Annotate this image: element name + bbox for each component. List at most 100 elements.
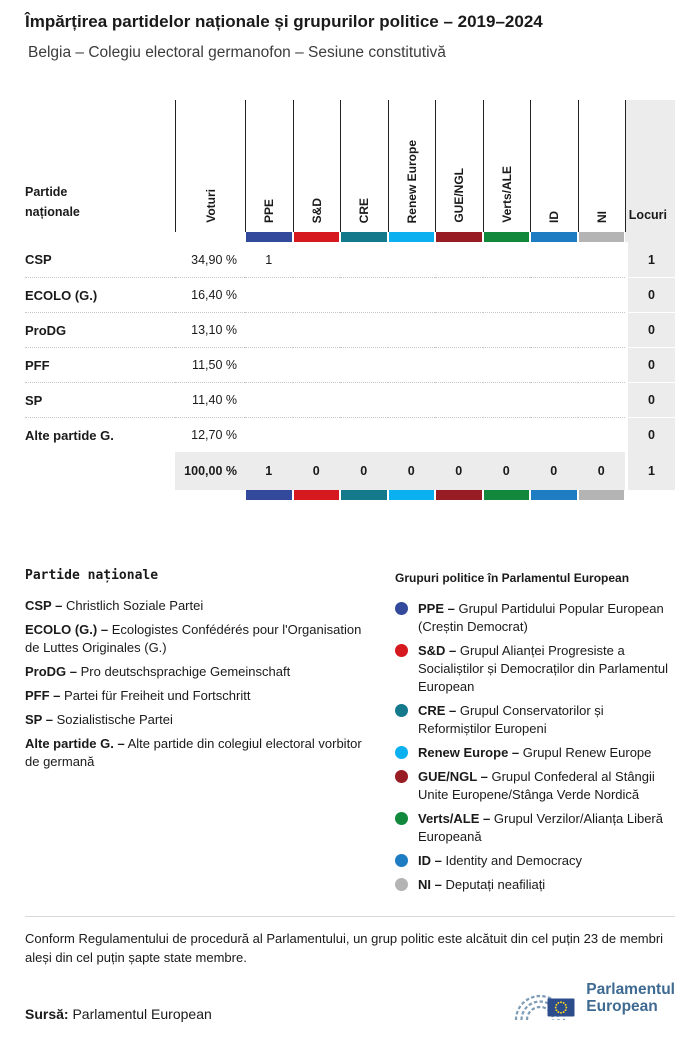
party-name: ProDG: [25, 312, 175, 347]
color-bar-cell: [340, 490, 388, 500]
empty-cell: [25, 490, 175, 500]
ep-logo-text-line2: European: [586, 998, 658, 1015]
col-header-voturi: Voturi: [175, 100, 245, 232]
color-bar-cell: [245, 490, 293, 500]
results-table: Partide naționale Voturi PPE S&D CRE Ren…: [25, 100, 675, 500]
col-header-renew-europe: Renew Europe: [387, 100, 436, 232]
group-color-dot-verts-ale: [395, 812, 408, 825]
color-bar-id: [531, 490, 577, 500]
group-color-dot-ppe: [395, 602, 408, 615]
group-color-dot-ni: [395, 878, 408, 891]
footer-divider: [25, 916, 675, 917]
col-header-cre: CRE: [340, 100, 388, 232]
group-seats-cell: [435, 242, 483, 277]
color-bar-cell: [483, 490, 531, 500]
ep-hemicycle-eu-flag-icon: [515, 994, 575, 1021]
group-seats-cell: [340, 312, 388, 347]
total-seats: 1: [625, 452, 675, 490]
col-header-id: ID: [530, 100, 578, 232]
footnote: Conform Regulamentului de procedură al P…: [25, 931, 664, 965]
group-seats-cell: [435, 347, 483, 382]
party-legend-item: SP – Sozialistische Partei: [25, 712, 173, 727]
group-seats-cell: [340, 277, 388, 312]
group-seats-cell: [292, 347, 340, 382]
group-seats-cell: [482, 382, 530, 417]
group-seats-cell: [577, 312, 625, 347]
group-seats-cell: [577, 382, 625, 417]
group-legend-item: ID – Identity and Democracy: [395, 852, 676, 870]
party-name: Alte partide G.: [25, 417, 175, 452]
group-seats-cell: [340, 417, 388, 452]
seats-cell: 0: [625, 417, 675, 452]
group-seats-cell: [530, 312, 578, 347]
group-seats-cell: [530, 417, 578, 452]
color-bar-verts-ale: [483, 490, 529, 500]
group-seats-cell: [530, 277, 578, 312]
group-legend-item: PPE – Grupul Partidului Popular European…: [395, 600, 676, 636]
group-seats-cell: [245, 312, 293, 347]
group-seats-cell: [292, 312, 340, 347]
empty-cell: [25, 232, 175, 242]
group-seats-cell: [577, 417, 625, 452]
source-line: Sursă: Parlamentul European: [25, 1006, 212, 1022]
party-legend-item: ECOLO (G.) – Ecologistes Confédérés pour…: [25, 622, 362, 655]
ep-logo-text-line1: Parlamentul: [586, 981, 675, 998]
seats-cell: 0: [625, 277, 675, 312]
color-bar-cell: [388, 490, 436, 500]
color-bar-id: [531, 232, 577, 242]
color-bar-gue-ngl: [436, 232, 482, 242]
color-bar-cell: [245, 232, 293, 242]
votes-value: 13,10 %: [175, 312, 245, 347]
color-bar-cell: [293, 490, 341, 500]
empty-cell: [175, 490, 245, 500]
color-bar-cre: [341, 490, 387, 500]
total-group-seats: 0: [530, 452, 578, 490]
group-seats-cell: [577, 347, 625, 382]
group-legend-item: NI – Deputați neafiliați: [395, 876, 676, 894]
party-legend-heading: Partide naționale: [25, 568, 159, 583]
group-seats-cell: 1: [265, 252, 273, 267]
group-seats-cell: [482, 277, 530, 312]
col-header-ppe: PPE: [245, 100, 293, 232]
group-seats-cell: [435, 312, 483, 347]
group-color-dot-cre: [395, 704, 408, 717]
color-bar-cell: [578, 490, 626, 500]
page-title: Împărțirea partidelor naționale și grupu…: [25, 12, 543, 31]
total-group-seats: 0: [292, 452, 340, 490]
color-bar-ni: [578, 232, 624, 242]
group-seats-cell: [482, 417, 530, 452]
source-label: Sursă:: [25, 1006, 69, 1022]
votes-value: 11,50 %: [175, 347, 245, 382]
empty-cell: [25, 452, 175, 490]
col-header-locuri: Locuri: [625, 100, 675, 232]
group-seats-cell: [340, 382, 388, 417]
group-seats-cell: [245, 417, 293, 452]
group-seats-cell: [482, 347, 530, 382]
color-bar-cell: [435, 490, 483, 500]
group-seats-cell: [387, 312, 435, 347]
group-seats-cell: [530, 347, 578, 382]
total-votes: 100,00 %: [175, 452, 245, 490]
group-legend-item: S&D – Grupul Alianței Progresiste a Soci…: [395, 642, 676, 696]
col-header-sd: S&D: [292, 100, 341, 232]
group-seats-cell: [245, 277, 293, 312]
group-seats-cell: [387, 382, 435, 417]
group-seats-cell: [340, 242, 388, 277]
group-seats-cell: [387, 417, 435, 452]
party-legend: Partide naționale CSP – Christlich Sozia…: [25, 568, 377, 777]
color-bar-cell: [293, 232, 341, 242]
total-group-seats: 0: [387, 452, 435, 490]
color-bar-cell: [435, 232, 483, 242]
seats-cell: 0: [625, 382, 675, 417]
color-bar-sd: [293, 232, 339, 242]
group-color-dot-id: [395, 854, 408, 867]
group-seats-cell: [293, 242, 341, 277]
group-seats-cell: [435, 382, 483, 417]
ep-logo: Parlamentul European: [504, 974, 675, 1022]
source-value: Parlamentul European: [72, 1006, 212, 1022]
party-legend-item: ProDG – Pro deutschsprachige Gemeinschaf…: [25, 664, 291, 679]
ep-logo-text: Parlamentul European: [586, 981, 675, 1015]
group-seats-cell: [387, 277, 435, 312]
party-name: PFF: [25, 347, 175, 382]
group-seats-cell: [530, 382, 578, 417]
